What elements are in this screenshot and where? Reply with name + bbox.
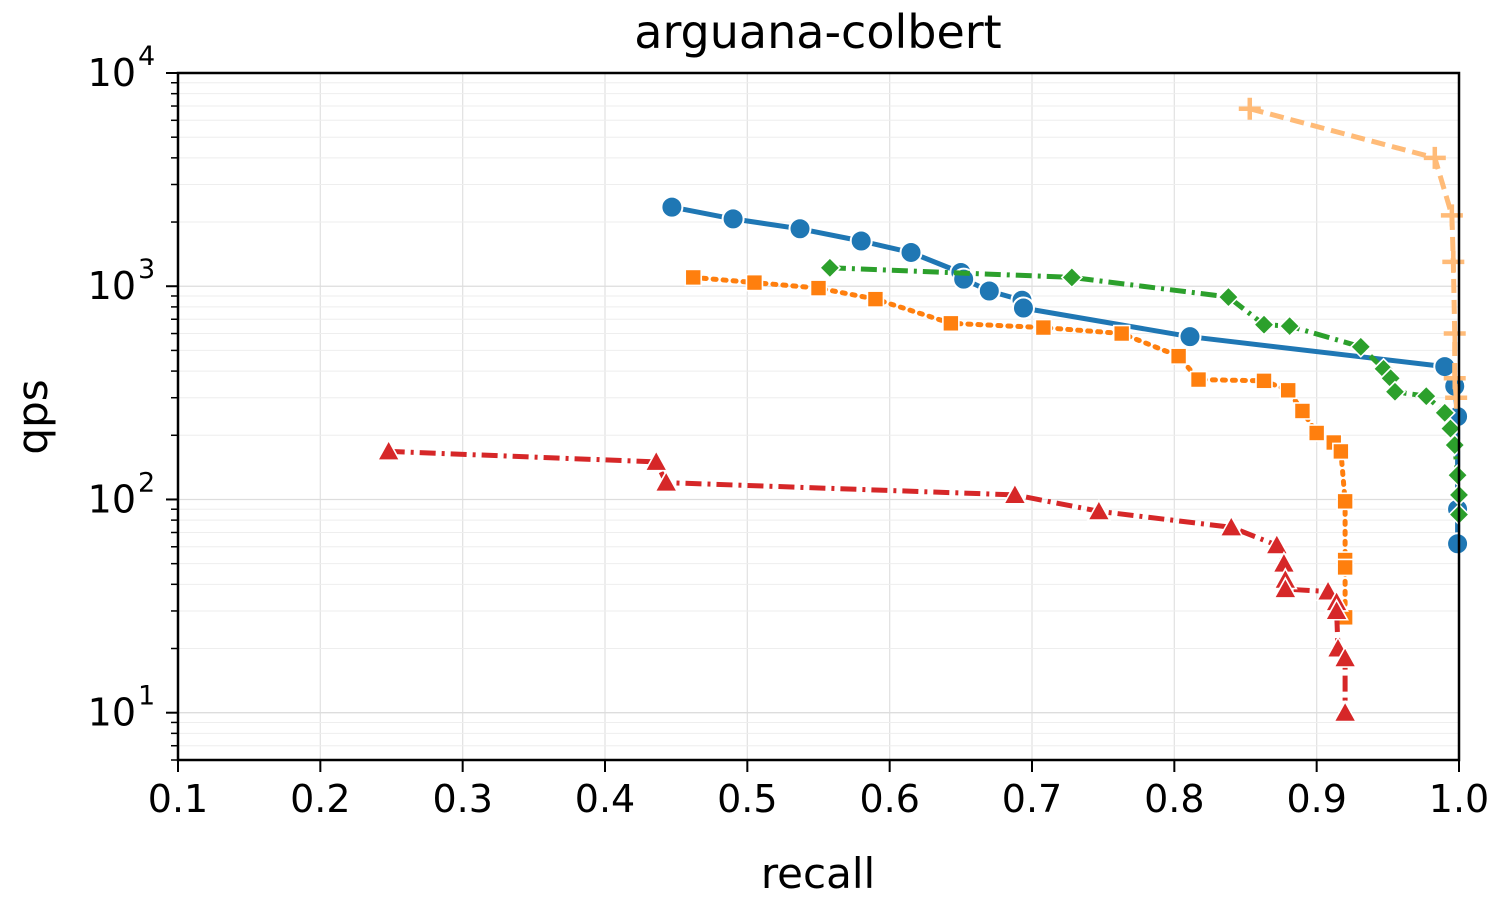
point bbox=[1336, 558, 1354, 577]
y-tick-exponent: 4 bbox=[138, 41, 155, 72]
point bbox=[942, 314, 960, 333]
point bbox=[1324, 598, 1349, 621]
point bbox=[376, 438, 402, 462]
x-tick-label: 0.6 bbox=[859, 777, 919, 821]
point bbox=[1349, 335, 1372, 358]
point bbox=[1332, 700, 1358, 723]
point bbox=[1112, 324, 1131, 343]
x-tick-label: 0.5 bbox=[717, 777, 777, 821]
x-tick-label: 0.3 bbox=[432, 777, 492, 821]
point bbox=[818, 256, 842, 279]
x-tick-label: 0.2 bbox=[290, 777, 350, 821]
axes: 0.1 0.2 0.3 0.4 0.5 0.6 0.7 0.8 0.9 1.010 110 210 31… bbox=[88, 41, 1490, 821]
point bbox=[1433, 401, 1456, 424]
y-tick-label: 10 3 bbox=[88, 254, 156, 308]
point bbox=[788, 217, 812, 241]
point bbox=[1255, 372, 1273, 390]
point bbox=[1178, 325, 1202, 349]
point bbox=[653, 469, 679, 493]
series-4 bbox=[376, 438, 1358, 723]
point bbox=[1442, 250, 1465, 273]
grid bbox=[177, 72, 1460, 761]
point bbox=[1332, 645, 1358, 668]
point bbox=[1218, 514, 1244, 537]
series-5 bbox=[1238, 97, 1468, 409]
point bbox=[721, 207, 745, 231]
y-tick-label: 10 2 bbox=[88, 467, 156, 521]
y-tick-base: 10 bbox=[88, 691, 136, 735]
point bbox=[1002, 482, 1028, 505]
point bbox=[809, 279, 828, 297]
point bbox=[1415, 385, 1438, 408]
x-tick-label: 1.0 bbox=[1429, 777, 1489, 821]
y-tick-base: 10 bbox=[88, 51, 136, 95]
point bbox=[1272, 576, 1298, 599]
x-tick-label: 0.4 bbox=[575, 777, 635, 821]
point bbox=[977, 279, 1001, 303]
point bbox=[1238, 97, 1261, 120]
point bbox=[1279, 381, 1297, 400]
point bbox=[1423, 146, 1446, 169]
point bbox=[1264, 532, 1290, 555]
point bbox=[1445, 386, 1468, 409]
y-tick-exponent: 3 bbox=[138, 254, 155, 285]
y-tick-exponent: 2 bbox=[138, 467, 155, 498]
y-tick-exponent: 1 bbox=[138, 681, 155, 712]
point bbox=[1278, 314, 1301, 338]
point bbox=[1446, 464, 1469, 487]
point bbox=[660, 195, 684, 219]
y-tick-label: 10 4 bbox=[88, 41, 156, 95]
point bbox=[1060, 266, 1083, 289]
point bbox=[1383, 380, 1407, 403]
point bbox=[684, 268, 703, 287]
point bbox=[1169, 347, 1188, 365]
x-axis-label: recall bbox=[761, 849, 875, 898]
point bbox=[1307, 424, 1326, 442]
point bbox=[1443, 322, 1466, 345]
point bbox=[1433, 355, 1457, 379]
y-tick-base: 10 bbox=[88, 264, 136, 308]
point bbox=[1443, 367, 1466, 390]
point bbox=[1217, 285, 1240, 309]
point bbox=[1336, 492, 1354, 511]
y-axis-label: qps bbox=[8, 379, 57, 454]
point bbox=[1252, 313, 1276, 336]
point bbox=[745, 273, 764, 292]
point bbox=[1034, 318, 1053, 337]
point bbox=[899, 240, 923, 264]
point bbox=[1011, 296, 1035, 320]
point bbox=[1086, 498, 1112, 521]
point bbox=[866, 290, 885, 308]
point bbox=[1446, 532, 1470, 556]
series-layer bbox=[376, 97, 1471, 723]
x-tick-label: 0.9 bbox=[1286, 777, 1346, 821]
point bbox=[1293, 402, 1312, 420]
point bbox=[849, 229, 873, 253]
chart-title: arguana-colbert bbox=[634, 5, 1001, 59]
point bbox=[1189, 370, 1208, 389]
x-tick-label: 0.8 bbox=[1144, 777, 1204, 821]
y-tick-label: 10 1 bbox=[88, 681, 156, 735]
y-tick-base: 10 bbox=[88, 477, 136, 521]
x-tick-label: 0.1 bbox=[148, 777, 208, 821]
plot-frame bbox=[176, 71, 1461, 762]
point bbox=[1332, 442, 1350, 461]
x-tick-label: 0.7 bbox=[1002, 777, 1062, 821]
point bbox=[643, 449, 669, 472]
